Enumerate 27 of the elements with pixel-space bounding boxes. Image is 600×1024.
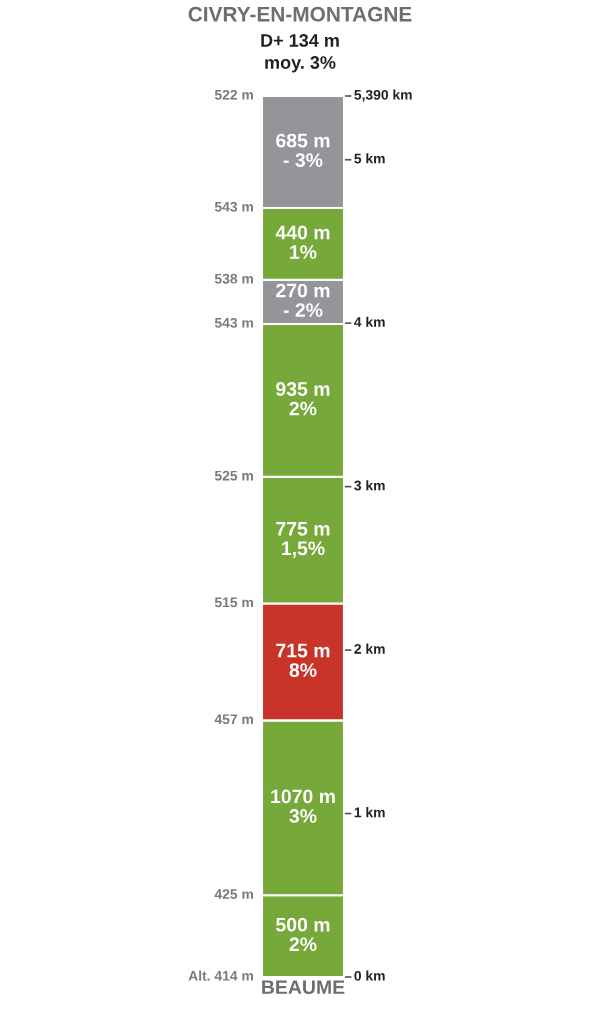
text: 457 m xyxy=(214,714,253,725)
ref-line-label: 3 km xyxy=(354,480,385,491)
ref-line-label: 2 km xyxy=(354,643,385,654)
chart-subtitle: D+ 134 m moy. 3% xyxy=(261,34,339,73)
data-label: 935 m 2% xyxy=(276,382,330,416)
text: 515 m xyxy=(214,597,253,608)
text: Alt. 414 m xyxy=(188,970,253,981)
text: 525 m xyxy=(214,470,253,481)
data-label: 440 m 1% xyxy=(275,225,330,259)
data-label: 270 m - 2% xyxy=(276,283,330,317)
ref-line-label: 0 km xyxy=(354,970,385,981)
chart-title: CIVRY-EN-MONTAGNE xyxy=(188,6,412,22)
text: 543 m xyxy=(214,317,253,328)
x-axis-title: BEAUME xyxy=(262,980,345,995)
ref-line-label: 5 km xyxy=(354,153,385,164)
data-label: 500 m 2% xyxy=(276,917,330,952)
ref-line-label: 4 km xyxy=(354,316,385,327)
ref-line-label: 5,390 km xyxy=(354,89,412,102)
text: 543 m xyxy=(214,201,253,212)
data-label: 685 m - 3% xyxy=(276,133,330,167)
data-label: 775 m 1,5% xyxy=(276,522,330,558)
text: 538 m xyxy=(214,273,253,284)
data-label: 1070 m 3% xyxy=(271,789,335,823)
text: 425 m xyxy=(214,889,253,899)
data-label: 715 m 8% xyxy=(276,643,330,677)
text: 522 m xyxy=(214,89,253,100)
ref-line-label: 1 km xyxy=(354,807,385,818)
